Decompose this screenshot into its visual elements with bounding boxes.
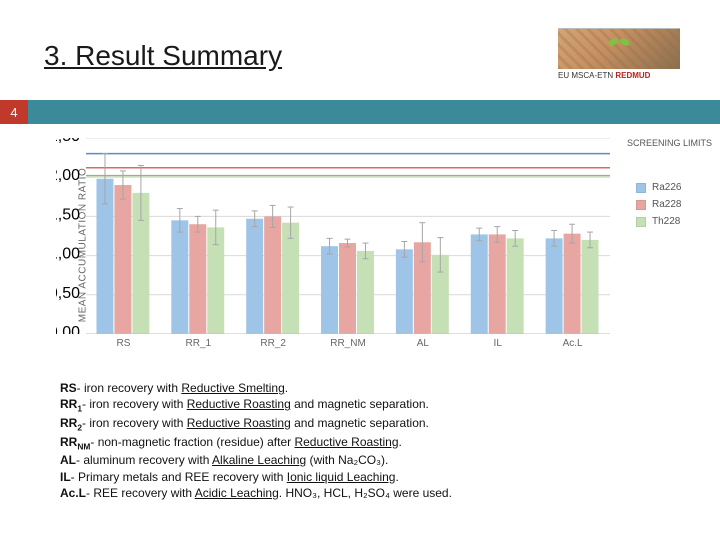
svg-text:0,50: 0,50 — [56, 285, 80, 302]
x-tick-label: RR_2 — [236, 338, 311, 349]
x-tick-label: RR_NM — [311, 338, 386, 349]
svg-text:1,00: 1,00 — [56, 246, 80, 263]
svg-text:2,00: 2,00 — [56, 167, 80, 184]
slide-number-badge: 4 — [0, 100, 28, 124]
x-tick-label: Ac.L — [535, 338, 610, 349]
x-tick-label: RR_1 — [161, 338, 236, 349]
key-line: AL- aluminum recovery with Alkaline Leac… — [60, 452, 452, 468]
svg-text:2,50: 2,50 — [56, 138, 80, 145]
redmud-logo: EU MSCA-ETN REDMUD — [558, 28, 680, 88]
accumulation-chart: MEAN ACCUMULATION RATIO SCREENING LIMITS… — [12, 130, 716, 360]
x-tick-label: AL — [385, 338, 460, 349]
key-line: RR2- iron recovery with Reductive Roasti… — [60, 415, 452, 434]
legend-th228: Th228 — [636, 216, 716, 227]
legend-swatch — [636, 217, 646, 227]
page-title: 3. Result Summary — [44, 40, 282, 72]
legend-swatch — [636, 183, 646, 193]
legend-ra226: Ra226 — [636, 182, 716, 193]
x-tick-label: RS — [86, 338, 161, 349]
chart-plot: 0,00 0,50 1,00 1,50 2,00 2,50 — [56, 138, 610, 334]
key-line: Ac.L- REE recovery with Acidic Leaching.… — [60, 485, 452, 501]
key-line: RRNM- non-magnetic fraction (residue) af… — [60, 434, 452, 453]
x-tick-label: IL — [460, 338, 535, 349]
abbreviation-key: RS- iron recovery with Reductive Smeltin… — [60, 380, 452, 501]
logo-text: EU MSCA-ETN REDMUD — [558, 71, 680, 80]
key-line: RS- iron recovery with Reductive Smeltin… — [60, 380, 452, 396]
plant-icon — [612, 33, 626, 53]
svg-text:0,00: 0,00 — [56, 324, 80, 334]
logo-image — [558, 29, 680, 69]
chart-legend: Ra226 Ra228 Th228 — [636, 182, 716, 233]
legend-label: Ra226 — [652, 182, 681, 193]
key-line: IL- Primary metals and REE recovery with… — [60, 469, 452, 485]
legend-ra228: Ra228 — [636, 199, 716, 210]
legend-swatch — [636, 200, 646, 210]
legend-label: Th228 — [652, 216, 680, 227]
screening-limits-label: SCREENING LIMITS — [627, 138, 712, 149]
header-band — [28, 100, 720, 124]
key-line: RR1- iron recovery with Reductive Roasti… — [60, 396, 452, 415]
x-axis-labels: RSRR_1RR_2RR_NMALILAc.L — [56, 338, 610, 349]
legend-label: Ra228 — [652, 199, 681, 210]
svg-text:1,50: 1,50 — [56, 206, 80, 223]
